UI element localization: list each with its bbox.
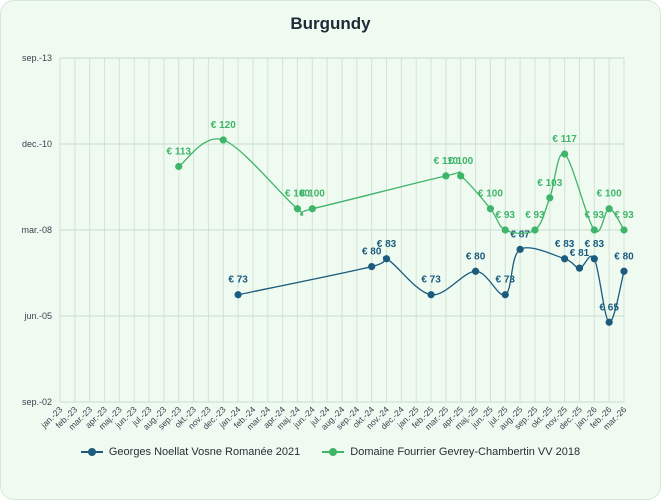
data-point: [605, 318, 613, 326]
data-label: € 80: [614, 251, 634, 262]
data-label: € 113: [166, 147, 191, 158]
y-tick-label: mar.-08: [21, 225, 52, 235]
data-label: € 93: [525, 210, 545, 221]
data-label: € 93: [496, 210, 516, 221]
legend-marker-icon: [322, 447, 345, 457]
legend-label: Domaine Fourrier Gevrey-Chambertin VV 20…: [350, 446, 581, 458]
x-axis: jan.-23feb.-23mar.-23apr.-23maj.-23jun.-…: [38, 404, 628, 432]
data-label: € 120: [211, 120, 236, 131]
data-label: € 93: [614, 210, 634, 221]
data-label: € 103: [537, 178, 562, 189]
data-point: [486, 205, 495, 213]
data-label: € 83: [585, 239, 605, 250]
data-label: € 100: [448, 156, 473, 167]
y-tick-label: jun.-05: [23, 311, 52, 321]
legend: Georges Noellat Vosne Romanée 2021 Domai…: [0, 446, 661, 458]
data-point: [308, 205, 316, 213]
y-axis: sep.-13 dec.-10 mar.-08 jun.-05 sep.-02: [21, 53, 52, 407]
data-label: € 73: [228, 275, 248, 286]
data-label: € 87: [510, 229, 530, 240]
data-point: [234, 291, 242, 299]
legend-item-series-1[interactable]: Georges Noellat Vosne Romanée 2021: [80, 446, 301, 458]
data-label: € 100: [478, 189, 503, 200]
grid: [59, 57, 625, 403]
series-layer: € 73€ 80€ 83€ 73€ 80€ 73€ 87€ 83€ 81€ 83…: [166, 120, 634, 326]
data-label: € 81: [570, 248, 590, 259]
data-label: € 73: [496, 275, 516, 286]
data-point: [457, 172, 465, 180]
data-point: [590, 255, 598, 263]
data-point: [561, 150, 569, 158]
data-point: [531, 226, 539, 234]
legend-label: Georges Noellat Vosne Romanée 2021: [108, 446, 301, 458]
data-point: [620, 226, 628, 234]
data-label: € 80: [466, 251, 486, 262]
legend-marker-icon: [80, 447, 103, 457]
data-label: € 80: [362, 247, 382, 258]
data-label: € 73: [421, 275, 441, 286]
data-point: [501, 291, 509, 299]
data-point: [575, 264, 584, 272]
y-tick-label: sep.-13: [22, 53, 52, 63]
data-point: [620, 267, 628, 275]
data-point: [590, 226, 598, 234]
data-point: [219, 136, 227, 144]
data-label: € 83: [377, 239, 397, 250]
data-point: [427, 291, 435, 299]
data-label: € 100: [300, 189, 325, 200]
data-point: [546, 194, 554, 202]
y-tick-label: dec.-10: [22, 139, 52, 149]
data-label: € 100: [597, 189, 622, 200]
data-label: € 93: [585, 210, 605, 221]
data-label: € 117: [552, 134, 577, 145]
legend-item-series-2[interactable]: Domaine Fourrier Gevrey-Chambertin VV 20…: [322, 446, 580, 458]
data-label: € 65: [599, 302, 619, 313]
data-point: [471, 267, 480, 275]
y-tick-label: sep.-02: [22, 397, 52, 407]
data-label: € 100: [285, 189, 310, 200]
data-label: € 110: [434, 156, 459, 167]
chart-title: Burgundy: [290, 14, 371, 33]
data-label: € 83: [555, 239, 575, 250]
data-point: [382, 255, 391, 263]
data-point: [516, 245, 524, 253]
data-point: [442, 172, 450, 180]
data-point: [293, 205, 302, 213]
data-point: [561, 255, 569, 263]
data-point: [368, 262, 376, 271]
data-point: [175, 162, 183, 171]
data-point: [501, 226, 509, 234]
data-point: [605, 205, 613, 213]
